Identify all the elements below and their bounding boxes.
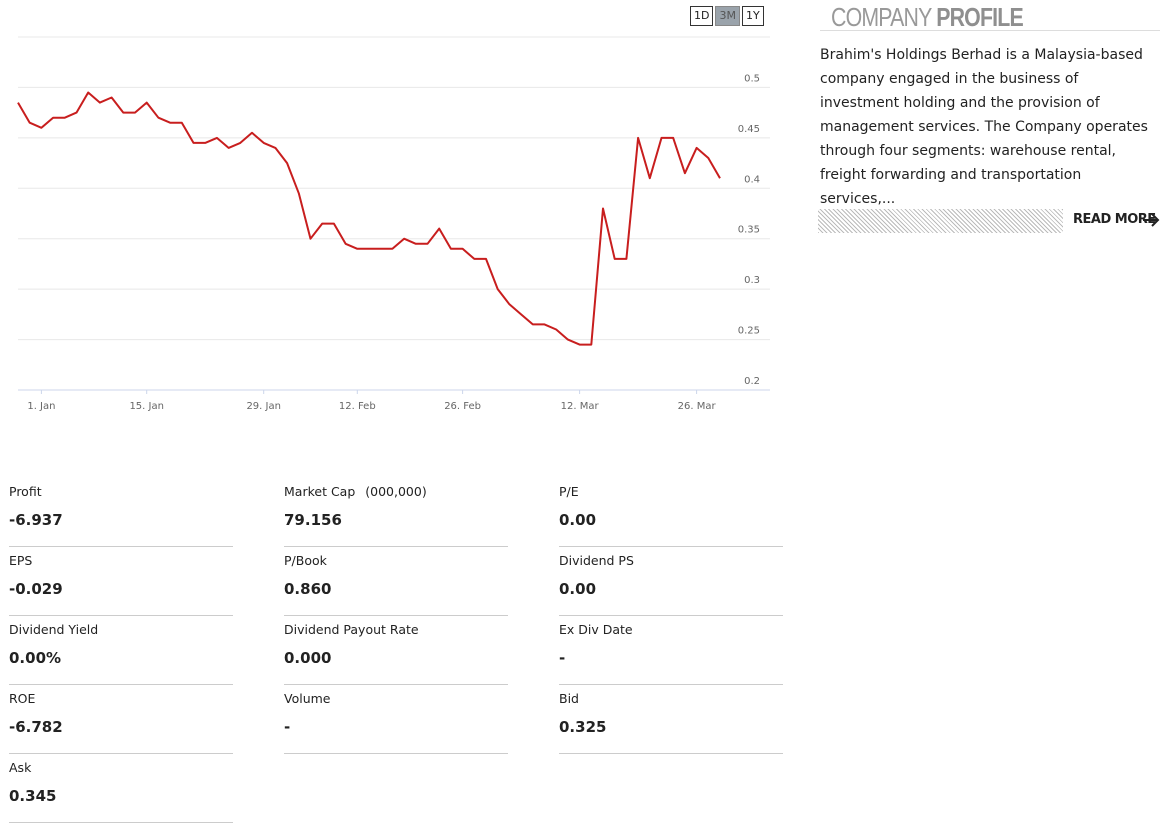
stat-label-text: Ex Div Date	[559, 622, 633, 637]
stat-label-text: Dividend PS	[559, 553, 634, 568]
rule	[820, 30, 1160, 31]
stat-value: 0.860	[284, 580, 332, 598]
y-tick-label: 0.5	[744, 73, 760, 84]
stat-label-text: Bid	[559, 691, 579, 706]
stat-cell: P/Book 0.860	[284, 547, 508, 616]
stat-value: -6.937	[9, 511, 63, 529]
stat-label-text: Profit	[9, 484, 42, 499]
stat-label-text: Ask	[9, 760, 32, 775]
stat-cell: EPS -0.029	[9, 547, 233, 616]
description: Brahim's Holdings Berhad is a Malaysia-b…	[820, 47, 1148, 207]
stat-value: 0.000	[284, 649, 332, 667]
stat-cell: Volume -	[284, 685, 508, 754]
y-tick-label: 0.25	[738, 326, 760, 337]
stat-label-text: P/Book	[284, 553, 327, 568]
range-button[interactable]: 3M	[715, 6, 740, 26]
stats: Profit -6.937 Market Cap (000,000) 79.156 P/E…	[9, 478, 783, 823]
stat-label: P/Book	[284, 553, 508, 568]
stat-cell: Ex Div Date -	[559, 616, 783, 685]
profile-title: COMPANY PROFILE	[831, 2, 1024, 33]
x-tick-label: 26. Mar	[678, 401, 717, 412]
stat-value: 0.00	[559, 511, 597, 529]
range-buttons: 1D 3M 1Y	[690, 6, 764, 26]
stat-label: Volume	[284, 691, 508, 706]
y-tick-label: 0.35	[738, 225, 760, 236]
y-tick-label: 0.45	[738, 124, 760, 135]
stat-label-text: ROE	[9, 691, 36, 706]
stat-cell: P/E 0.00	[559, 478, 783, 547]
stat-label: Ex Div Date	[559, 622, 783, 637]
stat-value: 0.00	[559, 580, 597, 598]
x-tick-label: 29. Jan	[246, 401, 281, 412]
stat-cell: Dividend Payout Rate 0.000	[284, 616, 508, 685]
stat-value: 0.00%	[9, 649, 62, 667]
stat-value: -	[284, 718, 291, 736]
stat-label: ROE	[9, 691, 233, 706]
stat-cell: Market Cap (000,000) 79.156	[284, 478, 508, 547]
stat-label-text: P/E	[559, 484, 579, 499]
hatch	[818, 209, 1063, 233]
stat-label: Dividend Yield	[9, 622, 233, 637]
x-tick-label: 12. Mar	[561, 401, 600, 412]
y-tick-label: 0.4	[744, 174, 760, 185]
stat-label: P/E	[559, 484, 783, 499]
title-light: COMPANY	[831, 2, 932, 32]
title-bold: PROFILE	[936, 2, 1023, 32]
stat-value: -6.782	[9, 718, 63, 736]
stat-cell: ROE -6.782	[9, 685, 233, 754]
stat-label: Bid	[559, 691, 783, 706]
stat-value: 0.325	[559, 718, 607, 736]
price-line	[17, 91, 721, 346]
stat-cell: Dividend PS 0.00	[559, 547, 783, 616]
stat-unit: (000,000)	[365, 484, 427, 499]
stat-value: 0.345	[9, 787, 57, 805]
stat-label: Ask	[9, 760, 233, 775]
chart: 0.2 0.25 0.3 0.35 0.4 0.45 0.5 1. Jan 15. Jan 29.…	[17, 36, 770, 412]
stat-label: Profit	[9, 484, 233, 499]
x-tick-label: 15. Jan	[129, 401, 164, 412]
stat-label-text: Dividend Yield	[9, 622, 99, 637]
stat-value: -	[559, 649, 566, 667]
range-button[interactable]: 1Y	[741, 6, 764, 26]
stat-label-text: Dividend Payout Rate	[284, 622, 419, 637]
y-tick-label: 0.2	[744, 376, 760, 387]
stat-label-text: EPS	[9, 553, 33, 568]
stat-cell: Profit -6.937	[9, 478, 233, 547]
arrow-icon[interactable]	[1141, 210, 1161, 230]
stat-label: EPS	[9, 553, 233, 568]
stat-label: Dividend PS	[559, 553, 783, 568]
stat-label-text: Volume	[284, 691, 331, 706]
stat-label: Dividend Payout Rate	[284, 622, 508, 637]
y-tick-label: 0.3	[744, 275, 760, 286]
stat-label-text: Market Cap	[284, 484, 356, 499]
x-tick-label: 12. Feb	[339, 401, 376, 412]
range-button[interactable]: 1D	[690, 6, 714, 26]
stat-value: -0.029	[9, 580, 63, 598]
stat-value: 79.156	[284, 511, 342, 529]
stat-cell: Ask 0.345	[9, 754, 233, 823]
stat-label: Market Cap (000,000)	[284, 484, 508, 499]
x-tick-label: 26. Feb	[444, 401, 481, 412]
read-more[interactable]: READ MORE	[1073, 212, 1156, 227]
x-tick-label: 1. Jan	[27, 401, 55, 412]
stat-cell: Dividend Yield 0.00%	[9, 616, 233, 685]
stat-cell: Bid 0.325	[559, 685, 783, 754]
